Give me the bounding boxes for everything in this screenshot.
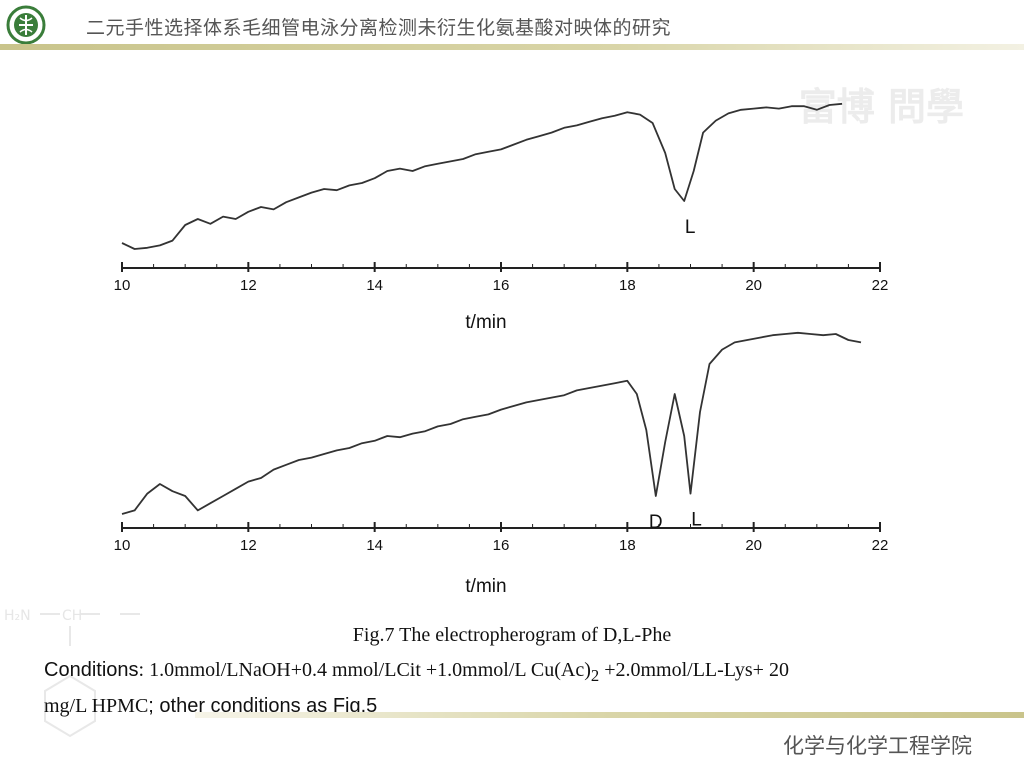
- footer-text: 化学与化学工程学院: [783, 734, 972, 758]
- x-tick-label: 20: [745, 277, 762, 294]
- x-tick-label: 22: [872, 277, 889, 294]
- svg-text:H₂N: H₂N: [4, 608, 31, 624]
- background-structure-icon: H₂N CH: [4, 608, 140, 738]
- x-tick-label: 20: [745, 537, 762, 554]
- peak-label: L: [685, 217, 696, 238]
- conditions-label: Conditions: [44, 659, 139, 681]
- svg-text:CH: CH: [62, 608, 82, 624]
- x-axis-label: t/min: [465, 576, 506, 597]
- x-tick-label: 16: [493, 277, 510, 294]
- x-tick-label: 12: [240, 537, 257, 554]
- x-tick-label: 22: [872, 537, 889, 554]
- x-axis-label: t/min: [465, 312, 506, 333]
- x-tick-label: 18: [619, 277, 636, 294]
- peak-label: D: [649, 512, 663, 533]
- trace-line: [121, 331, 862, 515]
- x-tick-label: 12: [240, 277, 257, 294]
- university-logo-icon: [6, 5, 46, 45]
- conditions-text: Conditions: 1.0mmol/LNaOH+0.4 mmol/LCit …: [44, 655, 1004, 721]
- conditions-tail: ; other conditions as Fig.5: [148, 695, 378, 717]
- conditions-main: : 1.0mmol/LNaOH+0.4 mmol/LCit +1.0mmol/L…: [138, 659, 591, 681]
- conditions-subscript: 2: [590, 666, 600, 685]
- x-tick-label: 14: [366, 537, 383, 554]
- header-divider: [0, 44, 1024, 50]
- electropherogram-plot: 10 12 14 16 18 20 22 t/min L 10 12 14 16 18 20 22 t/min D…: [114, 102, 889, 597]
- conditions-line2: mg/L HPMC: [44, 695, 149, 717]
- footer-divider: [195, 712, 1024, 718]
- x-tick-label: 18: [619, 537, 636, 554]
- slide-title: 二元手性选择体系毛细管电泳分离检测未衍生化氨基酸对映体的研究: [86, 17, 672, 39]
- x-tick-label: 16: [493, 537, 510, 554]
- trace-line: [121, 102, 843, 250]
- x-tick-label: 10: [114, 537, 131, 554]
- figure-caption: Fig.7 The electropherogram of D,L-Phe: [352, 624, 672, 646]
- peak-label: L: [691, 510, 702, 531]
- x-tick-label: 10: [114, 277, 131, 294]
- slide-header: 二元手性选择体系毛细管电泳分离检测未衍生化氨基酸对映体的研究: [0, 0, 1024, 48]
- conditions-rest: +2.0mmol/LL-Lys+ 20: [599, 659, 789, 681]
- x-tick-label: 14: [366, 277, 383, 294]
